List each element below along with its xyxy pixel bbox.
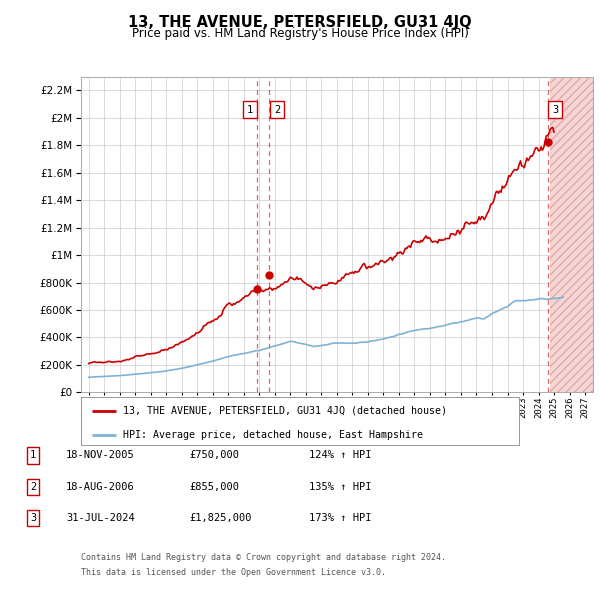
Text: 13, THE AVENUE, PETERSFIELD, GU31 4JQ (detached house): 13, THE AVENUE, PETERSFIELD, GU31 4JQ (d…: [122, 405, 446, 415]
Text: 31-JUL-2024: 31-JUL-2024: [66, 513, 135, 523]
Text: 18-AUG-2006: 18-AUG-2006: [66, 482, 135, 491]
Text: 3: 3: [30, 513, 36, 523]
Text: 2: 2: [274, 104, 280, 114]
Text: Price paid vs. HM Land Registry's House Price Index (HPI): Price paid vs. HM Land Registry's House …: [131, 27, 469, 40]
Text: 3: 3: [552, 104, 559, 114]
Text: £750,000: £750,000: [189, 451, 239, 460]
Text: Contains HM Land Registry data © Crown copyright and database right 2024.: Contains HM Land Registry data © Crown c…: [81, 553, 446, 562]
Text: 13, THE AVENUE, PETERSFIELD, GU31 4JQ: 13, THE AVENUE, PETERSFIELD, GU31 4JQ: [128, 15, 472, 30]
Text: 1: 1: [30, 451, 36, 460]
Text: 173% ↑ HPI: 173% ↑ HPI: [309, 513, 371, 523]
Bar: [550, 77, 593, 392]
Text: £855,000: £855,000: [189, 482, 239, 491]
Text: This data is licensed under the Open Government Licence v3.0.: This data is licensed under the Open Gov…: [81, 568, 386, 577]
Text: 1: 1: [247, 104, 253, 114]
Text: £1,825,000: £1,825,000: [189, 513, 251, 523]
Text: 18-NOV-2005: 18-NOV-2005: [66, 451, 135, 460]
Text: 135% ↑ HPI: 135% ↑ HPI: [309, 482, 371, 491]
Text: 2: 2: [30, 482, 36, 491]
Text: 124% ↑ HPI: 124% ↑ HPI: [309, 451, 371, 460]
Text: HPI: Average price, detached house, East Hampshire: HPI: Average price, detached house, East…: [122, 430, 422, 440]
